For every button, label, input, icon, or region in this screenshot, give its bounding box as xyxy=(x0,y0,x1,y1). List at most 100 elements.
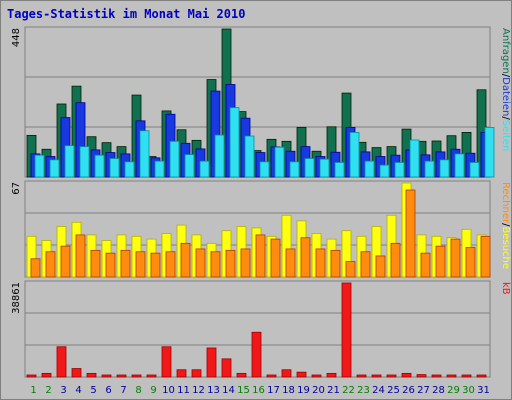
bar-rechner-day-28 xyxy=(435,245,446,278)
bar-kb-day-5 xyxy=(86,372,97,378)
x-tick-label-day-25: 25 xyxy=(387,385,400,396)
bar-rechner-day-11 xyxy=(180,242,191,278)
bar-rechner-day-20 xyxy=(315,248,326,278)
bar-seiten-day-25 xyxy=(394,162,405,178)
bar-seiten-day-24 xyxy=(379,164,390,178)
bar-kb-day-31 xyxy=(476,374,487,378)
y-max-label: 67 xyxy=(11,182,22,195)
bar-rechner-day-29 xyxy=(450,238,461,278)
bar-rechner-day-12 xyxy=(195,248,206,278)
x-tick-label-day-18: 18 xyxy=(282,385,295,396)
y-max-label: 448 xyxy=(11,28,22,47)
legend-entry-dateien: Dateien xyxy=(500,77,511,116)
bar-rechner-day-2 xyxy=(45,251,56,278)
x-tick-label-day-28: 28 xyxy=(432,385,445,396)
bar-kb-day-20 xyxy=(311,374,322,378)
bar-seiten-day-7 xyxy=(124,161,135,178)
bar-kb-day-15 xyxy=(236,372,247,378)
bar-seiten-day-16 xyxy=(259,161,270,178)
bar-rechner-day-14 xyxy=(225,249,236,278)
bar-rechner-day-21 xyxy=(330,249,341,278)
legend-entry-seiten: Seiten xyxy=(500,120,511,152)
bar-kb-day-30 xyxy=(461,374,472,378)
bar-seiten-day-15 xyxy=(244,135,255,178)
bar-kb-day-10 xyxy=(161,346,172,378)
bar-seiten-day-8 xyxy=(139,130,150,178)
legend-entry-besuche: Besuche xyxy=(500,226,511,269)
bar-rechner-day-5 xyxy=(90,249,101,278)
bar-kb-day-23 xyxy=(356,374,367,378)
chart-title: Tages-Statistik im Monat Mai 2010 xyxy=(7,7,246,21)
bar-rechner-day-26 xyxy=(405,189,416,278)
bar-seiten-day-27 xyxy=(424,160,435,178)
x-tick-label-day-4: 4 xyxy=(75,385,81,396)
bar-rechner-day-10 xyxy=(165,251,176,278)
bar-rechner-day-16 xyxy=(255,234,266,278)
bar-kb-day-7 xyxy=(116,374,127,378)
bar-seiten-day-9 xyxy=(154,160,165,178)
bar-rechner-day-4 xyxy=(75,234,86,278)
bar-seiten-day-4 xyxy=(79,146,90,178)
x-tick-label-day-30: 30 xyxy=(462,385,475,396)
legend-separator: / xyxy=(500,74,511,78)
bar-seiten-day-21 xyxy=(334,162,345,178)
bar-kb-day-17 xyxy=(266,374,277,378)
bar-rechner-day-9 xyxy=(150,252,161,278)
x-tick-label-day-11: 11 xyxy=(177,385,190,396)
bar-rechner-day-3 xyxy=(60,245,71,278)
x-tick-label-day-13: 13 xyxy=(207,385,220,396)
bar-kb-day-28 xyxy=(431,374,442,378)
x-tick-label-day-5: 5 xyxy=(90,385,96,396)
x-tick-label-day-12: 12 xyxy=(192,385,205,396)
x-tick-label-day-20: 20 xyxy=(312,385,325,396)
bar-rechner-day-6 xyxy=(105,252,116,278)
x-tick-label-day-31: 31 xyxy=(477,385,490,396)
bar-rechner-day-18 xyxy=(285,248,296,278)
bar-seiten-day-13 xyxy=(214,134,225,178)
bar-seiten-day-22 xyxy=(349,132,360,178)
y-max-label: 38861 xyxy=(11,282,22,314)
bar-seiten-day-1 xyxy=(34,154,45,178)
legend-separator: / xyxy=(500,223,511,227)
bar-seiten-day-3 xyxy=(64,145,75,178)
bar-seiten-day-31 xyxy=(484,127,495,178)
x-tick-label-day-21: 21 xyxy=(327,385,340,396)
bar-rechner-day-17 xyxy=(270,238,281,278)
x-tick-label-day-7: 7 xyxy=(120,385,126,396)
bar-rechner-day-27 xyxy=(420,252,431,278)
bar-seiten-day-20 xyxy=(319,158,330,178)
bar-seiten-day-17 xyxy=(274,146,285,178)
bar-kb-day-16 xyxy=(251,331,262,378)
x-tick-label-day-3: 3 xyxy=(60,385,66,396)
legend-entry-anfragen: Anfragen xyxy=(500,28,511,74)
x-tick-label-day-22: 22 xyxy=(342,385,355,396)
bar-kb-day-21 xyxy=(326,372,337,378)
bar-rechner-day-19 xyxy=(300,237,311,278)
bar-seiten-day-10 xyxy=(169,140,180,178)
bar-kb-day-29 xyxy=(446,374,457,378)
bar-kb-day-2 xyxy=(41,372,52,378)
bar-rechner-day-22 xyxy=(345,261,356,278)
bar-rechner-day-25 xyxy=(390,242,401,278)
x-tick-label-day-9: 9 xyxy=(150,385,156,396)
legend-separator: / xyxy=(500,116,511,120)
legend-entry-kb: kB xyxy=(500,282,511,295)
bar-seiten-day-23 xyxy=(364,160,375,178)
bar-seiten-day-14 xyxy=(229,107,240,178)
legend-top: Anfragen/Dateien/Seiten xyxy=(500,28,511,151)
bar-rechner-day-8 xyxy=(135,251,146,278)
x-tick-label-day-1: 1 xyxy=(30,385,36,396)
bar-kb-day-25 xyxy=(386,374,397,378)
bar-seiten-day-12 xyxy=(199,160,210,178)
bar-seiten-day-6 xyxy=(109,158,120,178)
x-tick-label-day-26: 26 xyxy=(402,385,415,396)
bar-kb-day-6 xyxy=(101,374,112,378)
x-tick-label-day-15: 15 xyxy=(237,385,250,396)
bar-seiten-day-26 xyxy=(409,139,420,178)
x-tick-label-day-19: 19 xyxy=(297,385,310,396)
legend-bottom: kB xyxy=(500,282,511,295)
x-tick-label-day-14: 14 xyxy=(222,385,235,396)
bar-kb-day-9 xyxy=(146,374,157,378)
bar-rechner-day-7 xyxy=(120,249,131,278)
